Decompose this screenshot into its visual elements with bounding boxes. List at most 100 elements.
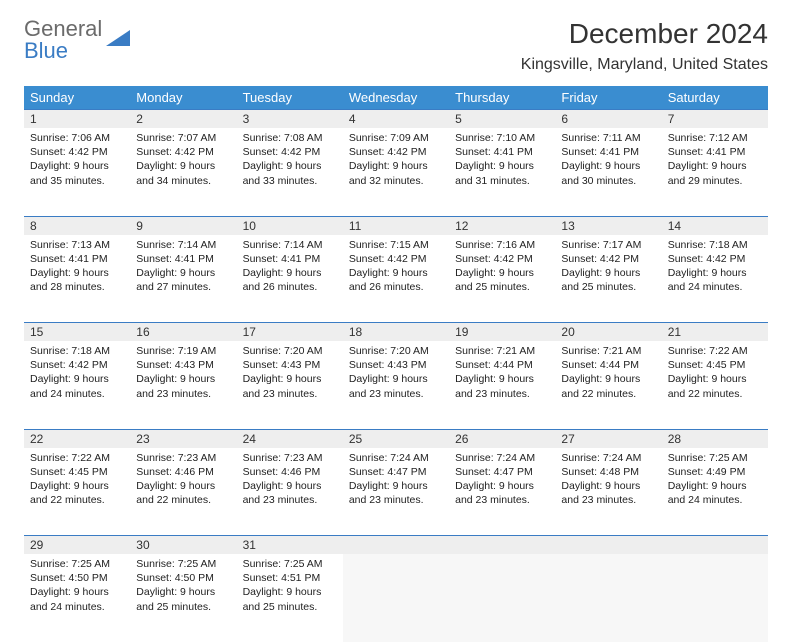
- day-cell: Sunrise: 7:10 AMSunset: 4:41 PMDaylight:…: [449, 128, 555, 216]
- sunrise-text: Sunrise: 7:12 AM: [668, 131, 762, 145]
- calendar-table: Sunday Monday Tuesday Wednesday Thursday…: [24, 86, 768, 642]
- day-content-row: Sunrise: 7:13 AMSunset: 4:41 PM Daylight:…: [24, 235, 768, 323]
- day-cell: Sunrise: 7:11 AMSunset: 4:41 PMDaylight:…: [555, 128, 661, 216]
- sunrise-text: Sunrise: 7:25 AM: [30, 557, 124, 571]
- day-number: 7: [662, 110, 768, 129]
- daylight-text: Daylight: 9 hours: [136, 372, 230, 386]
- day-cell: Sunrise: 7:25 AMSunset: 4:51 PMDaylight:…: [237, 554, 343, 642]
- daylight-text: Daylight: 9 hours: [136, 266, 230, 280]
- daylight-text: Daylight: 9 hours: [455, 159, 549, 173]
- day-number: 2: [130, 110, 236, 129]
- sunrise-text: Sunrise: 7:10 AM: [455, 131, 549, 145]
- sunset-text: Sunset: 4:45 PM: [668, 358, 762, 372]
- day-cell: [343, 554, 449, 642]
- day-cell: Sunrise: 7:24 AMSunset: 4:47 PMDaylight:…: [449, 448, 555, 536]
- daylight-text: and 29 minutes.: [668, 174, 762, 188]
- daylight-text: and 23 minutes.: [349, 387, 443, 401]
- daylight-text: Daylight: 9 hours: [136, 585, 230, 599]
- day-number: 28: [662, 429, 768, 448]
- weekday-header: Monday: [130, 86, 236, 110]
- daylight-text: Daylight: 9 hours: [349, 479, 443, 493]
- day-cell: Sunrise: 7:14 AMSunset: 4:41 PMDaylight:…: [130, 235, 236, 323]
- day-cell: Sunrise: 7:24 AMSunset: 4:48 PMDaylight:…: [555, 448, 661, 536]
- daylight-text: and 24 minutes.: [668, 493, 762, 507]
- daylight-text: Daylight: 9 hours: [243, 479, 337, 493]
- sunset-text: Sunset: 4:42 PM: [30, 145, 124, 159]
- sunset-text: Sunset: 4:41 PM: [30, 252, 124, 266]
- day-number: 25: [343, 429, 449, 448]
- title-block: December 2024 Kingsville, Maryland, Unit…: [521, 18, 768, 74]
- sunset-text: Sunset: 4:44 PM: [561, 358, 655, 372]
- day-content-row: Sunrise: 7:22 AMSunset: 4:45 PMDaylight:…: [24, 448, 768, 536]
- day-number: 16: [130, 323, 236, 342]
- day-number: 8: [24, 216, 130, 235]
- weekday-header: Wednesday: [343, 86, 449, 110]
- sunset-text: Sunset: 4:42 PM: [349, 145, 443, 159]
- sunrise-text: Sunrise: 7:09 AM: [349, 131, 443, 145]
- sunrise-text: Sunrise: 7:11 AM: [561, 131, 655, 145]
- day-cell: Sunrise: 7:19 AMSunset: 4:43 PMDaylight:…: [130, 341, 236, 429]
- day-cell: Sunrise: 7:25 AMSunset: 4:49 PMDaylight:…: [662, 448, 768, 536]
- sunrise-text: Sunrise: 7:22 AM: [668, 344, 762, 358]
- sunset-text: Sunset: 4:43 PM: [136, 358, 230, 372]
- logo: General Blue: [24, 18, 132, 62]
- daylight-text: and 22 minutes.: [561, 387, 655, 401]
- sunset-text: Sunset: 4:41 PM: [455, 145, 549, 159]
- day-cell: Sunrise: 7:21 AMSunset: 4:44 PMDaylight:…: [449, 341, 555, 429]
- sunrise-text: Sunrise: 7:15 AM: [349, 238, 443, 252]
- day-cell: Sunrise: 7:07 AMSunset: 4:42 PMDaylight:…: [130, 128, 236, 216]
- day-cell: Sunrise: 7:22 AMSunset: 4:45 PMDaylight:…: [24, 448, 130, 536]
- weekday-header-row: Sunday Monday Tuesday Wednesday Thursday…: [24, 86, 768, 110]
- sunrise-text: Sunrise: 7:23 AM: [136, 451, 230, 465]
- logo-text-blue: Blue: [24, 40, 102, 62]
- daylight-text: Daylight: 9 hours: [561, 372, 655, 386]
- daylight-text: and 22 minutes.: [136, 493, 230, 507]
- day-number: 12: [449, 216, 555, 235]
- day-cell: Sunrise: 7:24 AMSunset: 4:47 PMDaylight:…: [343, 448, 449, 536]
- day-number: 4: [343, 110, 449, 129]
- sunrise-text: Sunrise: 7:07 AM: [136, 131, 230, 145]
- sunset-text: Sunset: 4:43 PM: [243, 358, 337, 372]
- sunrise-text: Sunrise: 7:24 AM: [561, 451, 655, 465]
- sunrise-text: Sunrise: 7:13 AM: [30, 238, 124, 252]
- sunset-text: Sunset: 4:46 PM: [243, 465, 337, 479]
- day-number-row: 293031: [24, 536, 768, 555]
- day-number: 27: [555, 429, 661, 448]
- sunrise-text: Sunrise: 7:24 AM: [455, 451, 549, 465]
- day-content-row: Sunrise: 7:06 AMSunset: 4:42 PMDaylight:…: [24, 128, 768, 216]
- weekday-header: Sunday: [24, 86, 130, 110]
- day-cell: [449, 554, 555, 642]
- day-number: 5: [449, 110, 555, 129]
- daylight-text: and 23 minutes.: [349, 493, 443, 507]
- day-number: [662, 536, 768, 555]
- daylight-text: and 32 minutes.: [349, 174, 443, 188]
- sunset-text: Sunset: 4:42 PM: [30, 358, 124, 372]
- sunrise-text: Sunrise: 7:25 AM: [136, 557, 230, 571]
- daylight-text: Daylight: 9 hours: [561, 266, 655, 280]
- daylight-text: Daylight: 9 hours: [30, 479, 124, 493]
- sunrise-text: Sunrise: 7:18 AM: [30, 344, 124, 358]
- daylight-text: Daylight: 9 hours: [455, 479, 549, 493]
- day-number: 24: [237, 429, 343, 448]
- sunset-text: Sunset: 4:42 PM: [668, 252, 762, 266]
- daylight-text: and 23 minutes.: [243, 387, 337, 401]
- day-cell: Sunrise: 7:20 AMSunset: 4:43 PMDaylight:…: [343, 341, 449, 429]
- daylight-text: and 24 minutes.: [668, 280, 762, 294]
- sunrise-text: Sunrise: 7:22 AM: [30, 451, 124, 465]
- sunset-text: Sunset: 4:41 PM: [561, 145, 655, 159]
- sunrise-text: Sunrise: 7:25 AM: [668, 451, 762, 465]
- day-cell: Sunrise: 7:22 AMSunset: 4:45 PMDaylight:…: [662, 341, 768, 429]
- day-number: 20: [555, 323, 661, 342]
- month-title: December 2024: [521, 18, 768, 50]
- day-number: 10: [237, 216, 343, 235]
- day-number: 19: [449, 323, 555, 342]
- weekday-header: Tuesday: [237, 86, 343, 110]
- daylight-text: Daylight: 9 hours: [349, 372, 443, 386]
- daylight-text: and 33 minutes.: [243, 174, 337, 188]
- sunset-text: Sunset: 4:49 PM: [668, 465, 762, 479]
- daylight-text: Daylight: 9 hours: [668, 266, 762, 280]
- sunset-text: Sunset: 4:51 PM: [243, 571, 337, 585]
- day-cell: Sunrise: 7:06 AMSunset: 4:42 PMDaylight:…: [24, 128, 130, 216]
- day-number: [555, 536, 661, 555]
- day-cell: Sunrise: 7:25 AMSunset: 4:50 PMDaylight:…: [130, 554, 236, 642]
